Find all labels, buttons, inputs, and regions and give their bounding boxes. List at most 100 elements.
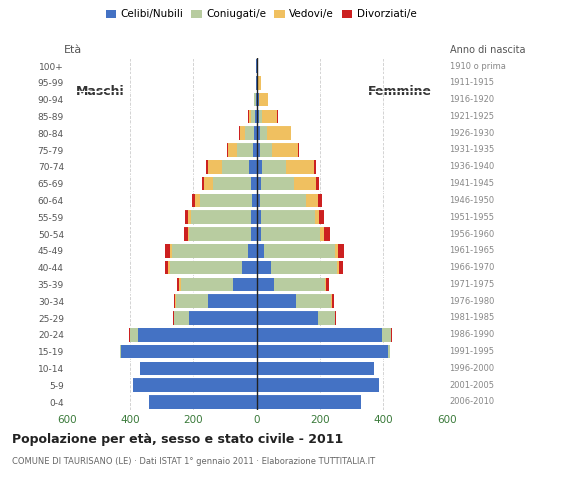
Bar xyxy=(206,160,208,174)
Text: 1971-1975: 1971-1975 xyxy=(450,280,495,289)
Bar xyxy=(259,93,268,107)
Bar xyxy=(191,211,251,224)
Bar xyxy=(176,295,208,308)
Text: Femmine: Femmine xyxy=(368,84,432,98)
Bar xyxy=(259,110,262,123)
Bar xyxy=(277,110,278,123)
Bar xyxy=(338,261,339,275)
Bar xyxy=(175,295,176,308)
Text: 1991-1995: 1991-1995 xyxy=(450,347,495,356)
Bar xyxy=(248,110,249,123)
Text: Età: Età xyxy=(64,45,82,55)
Text: 1951-1955: 1951-1955 xyxy=(450,213,495,222)
Bar xyxy=(391,328,392,342)
Text: Anno di nascita: Anno di nascita xyxy=(450,45,525,55)
Text: 1931-1935: 1931-1935 xyxy=(450,145,495,155)
Text: 1976-1980: 1976-1980 xyxy=(450,297,495,306)
Bar xyxy=(257,76,258,90)
Bar xyxy=(252,193,257,207)
Text: 1956-1960: 1956-1960 xyxy=(450,229,495,239)
Bar xyxy=(140,362,257,375)
Bar xyxy=(262,110,277,123)
Bar xyxy=(149,396,257,409)
Bar xyxy=(202,177,204,191)
Bar xyxy=(195,193,200,207)
Bar xyxy=(254,93,255,107)
Bar xyxy=(325,277,326,291)
Bar xyxy=(257,193,260,207)
Bar xyxy=(249,160,257,174)
Bar xyxy=(294,177,316,191)
Bar xyxy=(208,160,222,174)
Text: 2006-2010: 2006-2010 xyxy=(450,397,495,407)
Bar xyxy=(133,378,257,392)
Bar xyxy=(213,177,251,191)
Bar xyxy=(257,93,259,107)
Bar xyxy=(257,378,379,392)
Bar xyxy=(227,144,228,156)
Bar xyxy=(257,177,261,191)
Bar xyxy=(251,177,257,191)
Bar xyxy=(253,144,257,156)
Bar xyxy=(318,193,321,207)
Bar xyxy=(172,244,248,258)
Bar xyxy=(257,362,375,375)
Bar xyxy=(170,244,172,258)
Bar xyxy=(129,328,130,342)
Bar xyxy=(382,328,390,342)
Bar xyxy=(251,228,257,241)
Bar xyxy=(251,211,257,224)
Bar xyxy=(260,144,273,156)
Bar xyxy=(338,244,345,258)
Bar xyxy=(130,328,138,342)
Text: 1996-2000: 1996-2000 xyxy=(450,364,495,373)
Bar xyxy=(257,277,274,291)
Bar xyxy=(260,127,267,140)
Bar xyxy=(257,345,388,358)
Bar xyxy=(228,144,237,156)
Bar xyxy=(339,261,343,275)
Bar xyxy=(168,261,169,275)
Text: 1936-1940: 1936-1940 xyxy=(450,162,495,171)
Bar xyxy=(257,396,361,409)
Bar xyxy=(173,312,174,325)
Bar xyxy=(233,277,257,291)
Text: 2001-2005: 2001-2005 xyxy=(450,381,495,390)
Bar xyxy=(257,160,262,174)
Bar xyxy=(249,110,251,123)
Bar xyxy=(335,244,338,258)
Bar xyxy=(273,144,298,156)
Bar xyxy=(257,211,261,224)
Bar xyxy=(335,312,336,325)
Bar xyxy=(222,160,249,174)
Bar xyxy=(175,312,188,325)
Text: Popolazione per età, sesso e stato civile - 2011: Popolazione per età, sesso e stato civil… xyxy=(12,433,343,446)
Bar xyxy=(257,261,271,275)
Bar xyxy=(138,328,257,342)
Bar xyxy=(165,244,170,258)
Bar xyxy=(255,110,257,123)
Bar xyxy=(306,193,318,207)
Bar xyxy=(260,193,306,207)
Bar xyxy=(169,261,242,275)
Bar xyxy=(314,160,316,174)
Bar xyxy=(331,295,332,308)
Bar xyxy=(318,312,335,325)
Bar xyxy=(258,76,261,90)
Bar xyxy=(255,93,256,107)
Bar xyxy=(262,160,286,174)
Bar xyxy=(286,160,314,174)
Bar xyxy=(254,127,257,140)
Bar xyxy=(256,76,257,90)
Bar xyxy=(179,277,181,291)
Text: 1921-1925: 1921-1925 xyxy=(450,112,495,121)
Text: 1986-1990: 1986-1990 xyxy=(450,330,495,339)
Bar xyxy=(257,328,382,342)
Bar xyxy=(316,177,319,191)
Text: 1941-1945: 1941-1945 xyxy=(450,179,495,188)
Bar xyxy=(177,277,179,291)
Bar xyxy=(298,144,299,156)
Bar xyxy=(296,295,331,308)
Bar xyxy=(390,328,391,342)
Bar xyxy=(242,261,257,275)
